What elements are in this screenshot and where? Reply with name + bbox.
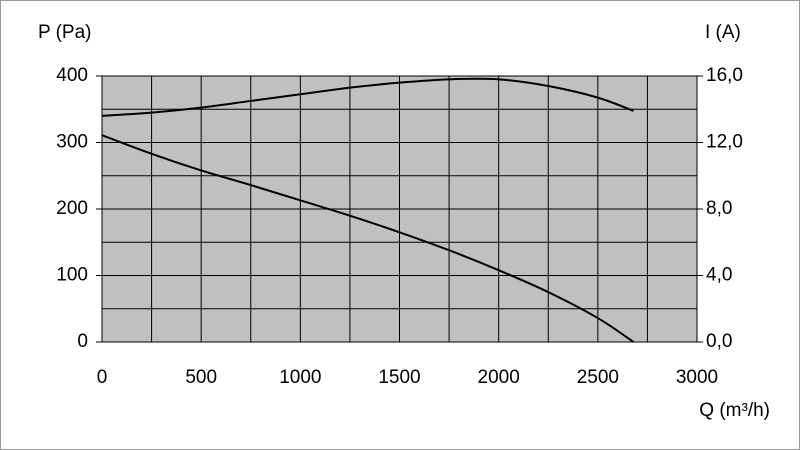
- x-tick-label: 1500: [378, 367, 420, 388]
- y-tick-label: 200: [56, 198, 88, 219]
- series-line: [101, 77, 634, 117]
- x-tick-label: 2500: [577, 367, 619, 388]
- y2-tick-label: 0,0: [706, 331, 732, 352]
- y-axis-title: P (Pa): [38, 22, 92, 43]
- y2-axis-title: I (A): [705, 22, 741, 43]
- y-tick-label: 300: [56, 132, 88, 153]
- x-tick-label: 0: [97, 367, 108, 388]
- x-axis-title: Q (m³/h): [699, 400, 770, 421]
- y2-tick-label: 12,0: [706, 132, 743, 153]
- y-tick-label: 400: [56, 65, 88, 86]
- x-tick-label: 2000: [478, 367, 520, 388]
- y2-tick-label: 8,0: [706, 198, 732, 219]
- x-tick-label: 500: [185, 367, 217, 388]
- x-tick-label: 1000: [279, 367, 321, 388]
- y-tick-label: 0: [77, 331, 88, 352]
- series-line: [101, 134, 635, 343]
- y2-tick-label: 16,0: [706, 65, 743, 86]
- y-tick-label: 100: [56, 265, 88, 286]
- plot-border: [101, 75, 698, 343]
- y2-tick-label: 4,0: [706, 265, 732, 286]
- x-tick-label: 3000: [676, 367, 718, 388]
